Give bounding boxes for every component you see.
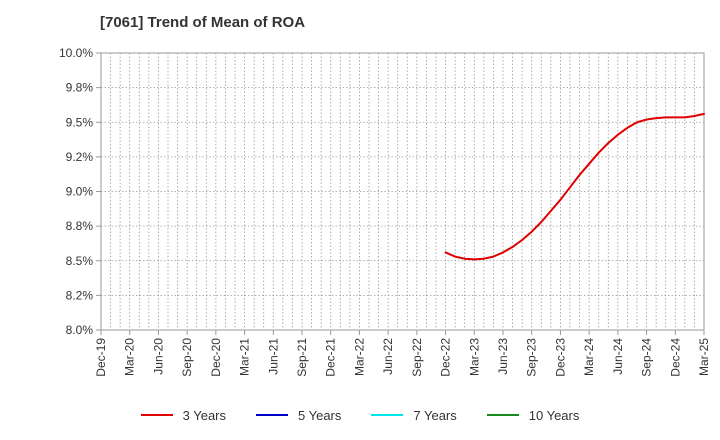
x-tick-label: Mar-22: [352, 338, 366, 376]
x-tick-label: Dec-19: [94, 338, 108, 377]
x-tick-label: Jun-22: [381, 338, 395, 375]
x-tick-label: Sep-23: [525, 338, 539, 377]
legend-item: 3 Years: [140, 407, 226, 423]
x-tick-label: Dec-22: [439, 338, 453, 377]
x-tick-label: Dec-24: [668, 338, 682, 377]
y-tick-label: 10.0%: [59, 46, 93, 60]
legend-label: 7 Years: [413, 407, 457, 423]
legend-item: 10 Years: [486, 407, 580, 423]
y-tick-label: 9.8%: [66, 81, 94, 95]
x-tick-label: Sep-22: [410, 338, 424, 377]
x-tick-label: Dec-20: [209, 338, 223, 377]
y-tick-label: 9.2%: [66, 150, 94, 164]
x-tick-label: Jun-23: [496, 338, 510, 375]
x-tick-label: Jun-21: [266, 338, 280, 375]
x-tick-label: Mar-21: [238, 338, 252, 376]
legend-swatch: [486, 414, 519, 416]
x-tick-label: Dec-23: [553, 338, 567, 377]
legend-label: 3 Years: [182, 407, 226, 423]
x-tick-label: Mar-24: [582, 338, 596, 376]
legend-swatch: [140, 414, 173, 416]
x-tick-label: Sep-20: [180, 338, 194, 377]
y-tick-label: 8.8%: [66, 219, 94, 233]
y-tick-label: 9.0%: [66, 185, 94, 199]
legend-swatch: [256, 414, 288, 416]
chart-plot: 8.0% 8.2% 8.5% 8.8% 9.0% 9.2% 9.5% 9.8% 10.0% Dec…: [59, 46, 711, 377]
y-tick-label: 8.0%: [66, 323, 94, 337]
y-tick-label: 9.5%: [66, 115, 94, 129]
x-tick-label: Sep-21: [295, 338, 309, 377]
x-tick-label: Jun-24: [611, 338, 625, 375]
x-tick-label: Dec-21: [324, 338, 338, 377]
x-tick-label: Jun-20: [151, 338, 165, 375]
legend-swatch: [371, 414, 404, 416]
legend-item: 7 Years: [371, 407, 457, 423]
x-tick-label: Mar-25: [697, 338, 711, 376]
x-tick-label: Sep-24: [640, 338, 654, 377]
y-tick-label: 8.5%: [66, 254, 94, 268]
chart-title: [7061] Trend of Mean of ROA: [100, 14, 306, 31]
x-tick-label: Mar-20: [123, 338, 137, 376]
y-tick-label: 8.2%: [66, 288, 94, 302]
legend-label: 5 Years: [298, 407, 342, 423]
x-tick-label: Mar-23: [467, 338, 481, 376]
legend-label: 10 Years: [528, 407, 580, 423]
series-line-3-years: [444, 112, 705, 261]
chart-legend: 3 Years 5 Years 7 Years 10 Years: [0, 404, 720, 426]
legend-item: 5 Years: [256, 408, 341, 423]
